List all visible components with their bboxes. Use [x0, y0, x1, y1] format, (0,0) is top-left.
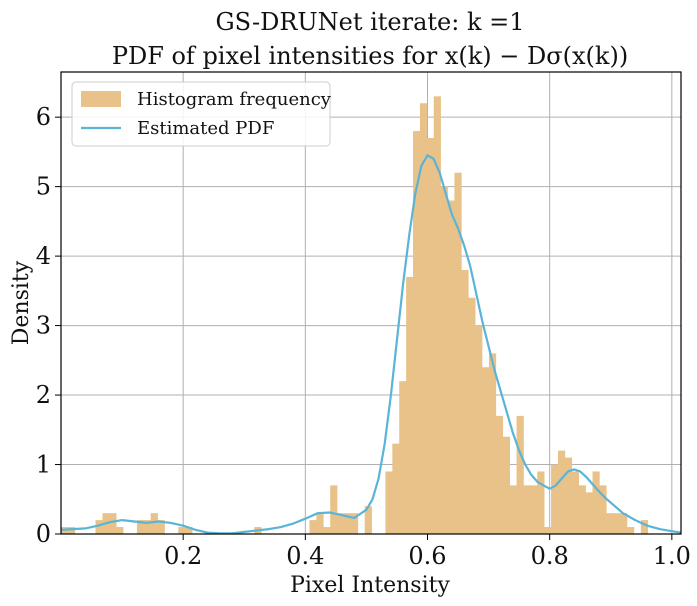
- histogram-bar: [178, 527, 186, 534]
- legend-pdf-label: Estimated PDF: [137, 118, 274, 139]
- histogram-bar: [537, 471, 545, 534]
- histogram-bar: [337, 513, 345, 534]
- histogram-bar: [475, 325, 483, 534]
- histogram-bar: [447, 200, 455, 535]
- histogram-bar: [385, 471, 393, 534]
- y-axis-ticks: 0 1 2 3 4 5 6: [36, 103, 61, 548]
- histogram-bar: [578, 485, 586, 534]
- histogram-bar: [516, 415, 524, 534]
- histogram-bar: [95, 520, 103, 534]
- histogram-bar: [364, 506, 372, 534]
- y-tick-label: 6: [36, 103, 51, 131]
- x-axis-label: Pixel Intensity: [290, 573, 450, 598]
- histogram-bar: [509, 485, 517, 534]
- y-tick-label: 1: [36, 451, 51, 479]
- histogram-bar: [316, 513, 324, 534]
- histogram-bar: [350, 513, 359, 534]
- histogram-bar: [185, 527, 193, 534]
- x-tick-label: 0.8: [531, 542, 569, 570]
- histogram-bar: [627, 527, 635, 534]
- histogram-bar: [495, 415, 504, 534]
- histogram-bar: [116, 527, 124, 534]
- x-tick-label: 0.2: [164, 542, 202, 570]
- histogram-bar: [392, 443, 400, 534]
- x-tick-label: 1.0: [653, 542, 691, 570]
- histogram-bar: [433, 96, 441, 534]
- histogram-bar: [157, 520, 165, 534]
- chart-title-line-2: PDF of pixel intensities for x(k) − Dσ(x…: [112, 42, 628, 70]
- histogram-bar: [309, 520, 317, 534]
- histogram-bar: [461, 270, 469, 534]
- pdf-curve: [60, 153, 682, 535]
- histogram-bar: [640, 520, 649, 534]
- histogram-bar: [599, 485, 607, 534]
- histogram-bar: [419, 103, 428, 535]
- histogram-bar: [544, 527, 552, 534]
- histogram-bar: [109, 513, 117, 534]
- histogram-bar: [454, 172, 462, 534]
- histogram-bar: [523, 485, 531, 534]
- histogram-bar: [426, 138, 435, 534]
- legend-histogram-label: Histogram frequency: [137, 89, 332, 110]
- legend: Histogram frequency Estimated PDF: [71, 81, 332, 147]
- chart-title-line-1: GS-DRUNet iterate: k =1: [215, 8, 524, 36]
- histogram-bar: [564, 457, 573, 534]
- histogram-bar: [468, 297, 476, 534]
- histogram-bar: [606, 513, 614, 534]
- y-tick-label: 3: [36, 312, 51, 340]
- histogram-bar: [557, 450, 566, 534]
- histogram-bar: [344, 513, 352, 534]
- plot-frame: [60, 71, 682, 535]
- histogram-bar: [551, 464, 559, 534]
- y-tick-label: 2: [36, 381, 51, 409]
- histogram-bar: [67, 527, 76, 534]
- histogram-bar: [613, 513, 621, 534]
- histogram-bar: [413, 131, 421, 535]
- histogram-bar: [136, 520, 145, 534]
- histogram-bar: [150, 513, 158, 534]
- histogram-bar: [330, 485, 338, 534]
- y-tick-label: 5: [36, 173, 51, 201]
- histogram-bar: [399, 381, 407, 534]
- histogram-bar: [585, 492, 593, 534]
- histogram-bar: [482, 367, 490, 534]
- y-tick-label: 4: [36, 242, 51, 270]
- x-tick-label: 0.6: [408, 542, 446, 570]
- histogram-bar: [502, 436, 510, 534]
- y-tick-label: 0: [36, 520, 51, 548]
- histogram-bar: [143, 520, 152, 534]
- histogram-bar: [488, 353, 497, 534]
- y-axis-label: Density: [9, 260, 34, 345]
- histogram-bar: [620, 513, 628, 534]
- histogram-bar: [406, 276, 414, 534]
- histogram-bar: [571, 471, 579, 534]
- histogram-bar: [440, 186, 448, 534]
- x-tick-label: 0.4: [286, 542, 324, 570]
- legend-histogram-patch: [81, 91, 121, 107]
- x-axis-ticks: 0.2 0.4 0.6 0.8 1.0: [164, 534, 691, 570]
- histogram-bar: [530, 485, 538, 534]
- histogram-bar: [592, 471, 600, 534]
- histogram-bar: [323, 527, 331, 534]
- legend-box: [71, 81, 331, 147]
- histogram-bars: [61, 96, 649, 535]
